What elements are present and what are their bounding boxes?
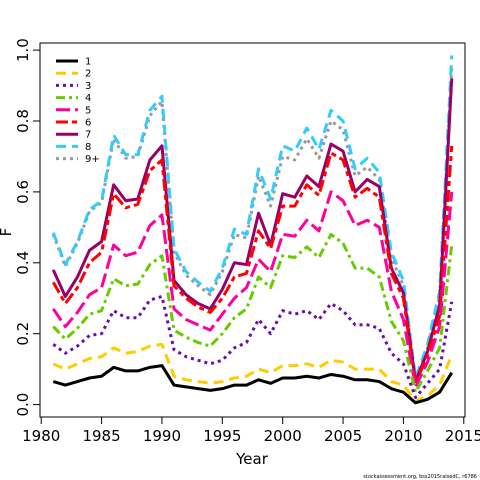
y-tick-label: 0.8 — [14, 109, 32, 133]
series-line-1 — [52, 364, 453, 405]
legend-label: 7 — [85, 130, 91, 141]
series-line-7 — [51, 78, 454, 384]
legend-label: 5 — [85, 105, 91, 116]
y-tick-label: 0.0 — [14, 393, 32, 417]
x-axis: 1980 1985 1990 1995 2000 2005 2010 2015 — [22, 417, 480, 445]
x-tick-label: 1980 — [22, 427, 60, 445]
x-tick-label: 1985 — [82, 427, 120, 445]
y-axis-title: F — [0, 228, 15, 237]
x-tick-label: 2000 — [264, 427, 302, 445]
legend-label: 8 — [85, 142, 91, 153]
y-tick-label: 0.4 — [14, 251, 32, 275]
x-tick-label: 1990 — [143, 427, 181, 445]
legend-label: 1 — [85, 57, 91, 68]
series-line-6 — [51, 145, 454, 385]
series-line-5 — [52, 190, 454, 389]
y-axis: 0.0 0.2 0.4 0.6 0.8 1.0 — [14, 38, 40, 417]
series-line-4 — [52, 232, 454, 394]
series-line-9plus — [51, 67, 454, 382]
x-tick-label: 2010 — [384, 427, 422, 445]
series-line-2 — [52, 342, 454, 403]
series-line-8 — [51, 55, 454, 380]
y-tick-label: 0.6 — [14, 180, 32, 204]
plot-frame — [39, 42, 466, 418]
credit-text: stockassessment.org, bss2015raisedC, r67… — [363, 474, 477, 480]
x-tick-label: 2015 — [445, 427, 480, 445]
legend-label: 2 — [85, 69, 91, 80]
legend-label: 9+ — [85, 154, 100, 165]
x-tick-label: 1995 — [203, 427, 241, 445]
plot-lines — [51, 55, 454, 405]
x-tick-label: 2005 — [324, 427, 362, 445]
y-tick-label: 0.2 — [14, 322, 32, 346]
legend-label: 6 — [85, 118, 91, 129]
x-axis-title: Year — [235, 450, 269, 468]
legend-label: 4 — [85, 93, 91, 104]
y-tick-label: 1.0 — [14, 38, 32, 62]
legend-label: 3 — [85, 81, 91, 92]
